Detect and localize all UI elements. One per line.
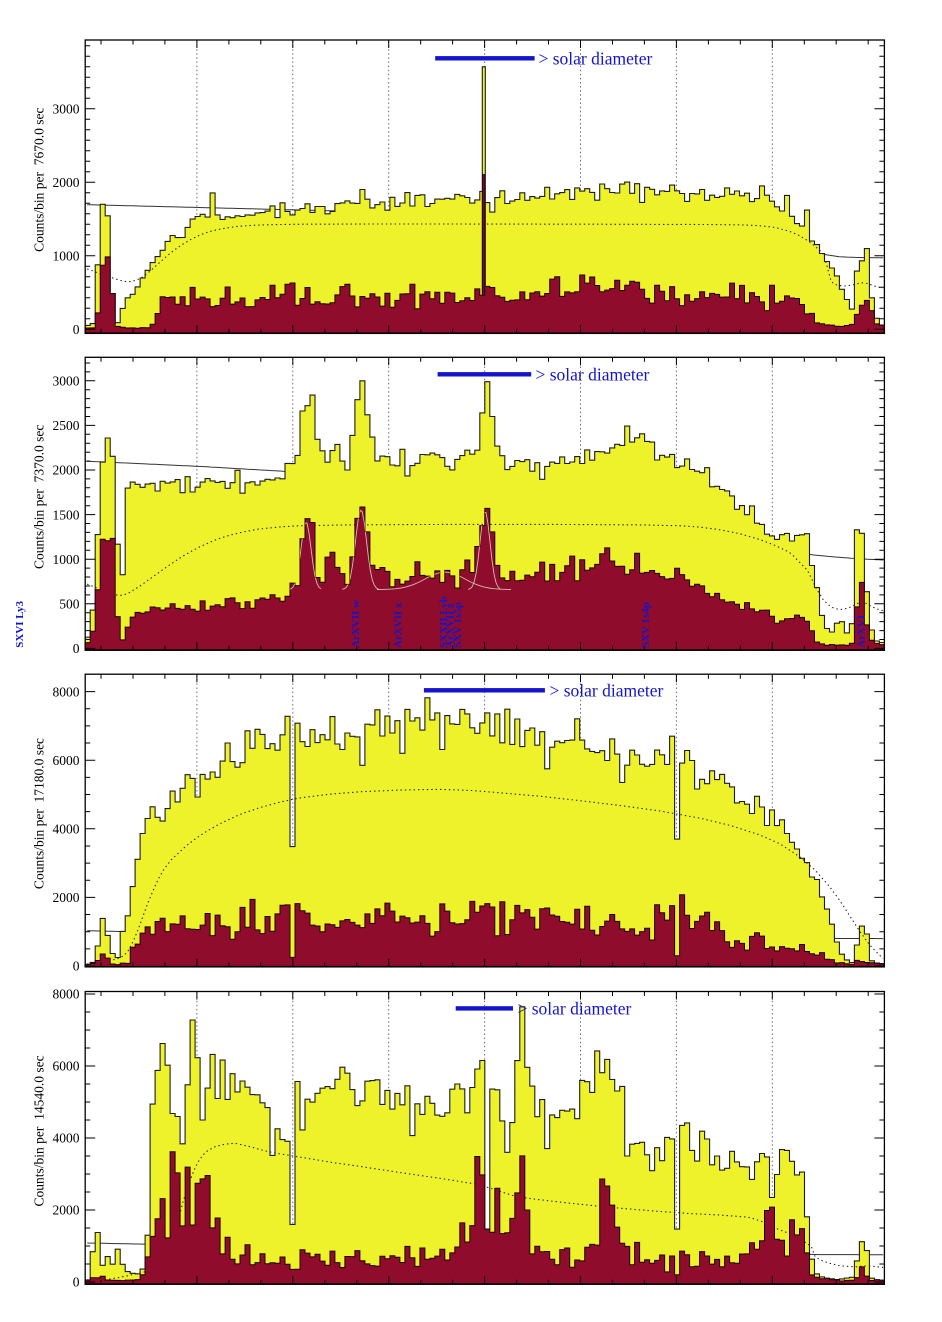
svg-text:6000: 6000 (53, 1059, 80, 1074)
svg-text:2000: 2000 (53, 463, 80, 478)
svg-text:0: 0 (73, 322, 80, 337)
svg-text:Counts/bin per 7370.0 sec: Counts/bin per 7370.0 sec (32, 425, 47, 569)
svg-text:4000: 4000 (53, 1131, 80, 1146)
svg-text:2000: 2000 (53, 175, 80, 190)
svg-text:SXXII Lyb: SXXII Lyb (438, 596, 450, 648)
svg-text:500: 500 (59, 597, 80, 612)
svg-text:3000: 3000 (53, 374, 80, 389)
svg-text:6000: 6000 (53, 753, 80, 768)
svg-text:0: 0 (73, 641, 80, 656)
svg-text:ArXVII z: ArXVII z (445, 603, 457, 648)
svg-text:0: 0 (73, 1275, 80, 1290)
svg-text:0: 0 (73, 959, 80, 974)
svg-text:> solar diameter: > solar diameter (539, 48, 653, 68)
svg-text:2500: 2500 (53, 418, 80, 433)
svg-text:4000: 4000 (53, 822, 80, 837)
svg-text:SXV 1s4p: SXV 1s4p (640, 602, 652, 648)
svg-text:ArXVII w: ArXVII w (350, 600, 362, 648)
svg-text:3000: 3000 (53, 101, 80, 116)
svg-text:8000: 8000 (53, 684, 80, 699)
svg-text:> solar diameter: > solar diameter (536, 364, 650, 384)
svg-text:SXV 1s5p: SXV 1s5p (452, 602, 464, 648)
svg-text:2000: 2000 (53, 890, 80, 905)
svg-text:1000: 1000 (53, 552, 80, 567)
svg-text:ArXVII x: ArXVII x (393, 602, 405, 648)
svg-text:1000: 1000 (53, 248, 80, 263)
svg-text:8000: 8000 (53, 987, 80, 1002)
svg-text:SXVI Ly3: SXVI Ly3 (14, 601, 26, 648)
svg-text:ArXVI: ArXVI (856, 615, 868, 648)
svg-text:Counts/bin per 17180.0 sec: Counts/bin per 17180.0 sec (32, 738, 47, 889)
svg-text:1500: 1500 (53, 507, 80, 522)
svg-text:> solar diameter: > solar diameter (550, 680, 664, 700)
svg-text:2000: 2000 (53, 1203, 80, 1218)
svg-text:Counts/bin per 14540.0 sec: Counts/bin per 14540.0 sec (32, 1055, 47, 1206)
svg-text:Counts/bin per 7670.0 sec: Counts/bin per 7670.0 sec (32, 108, 47, 252)
svg-text:> solar diameter: > solar diameter (518, 998, 632, 1018)
